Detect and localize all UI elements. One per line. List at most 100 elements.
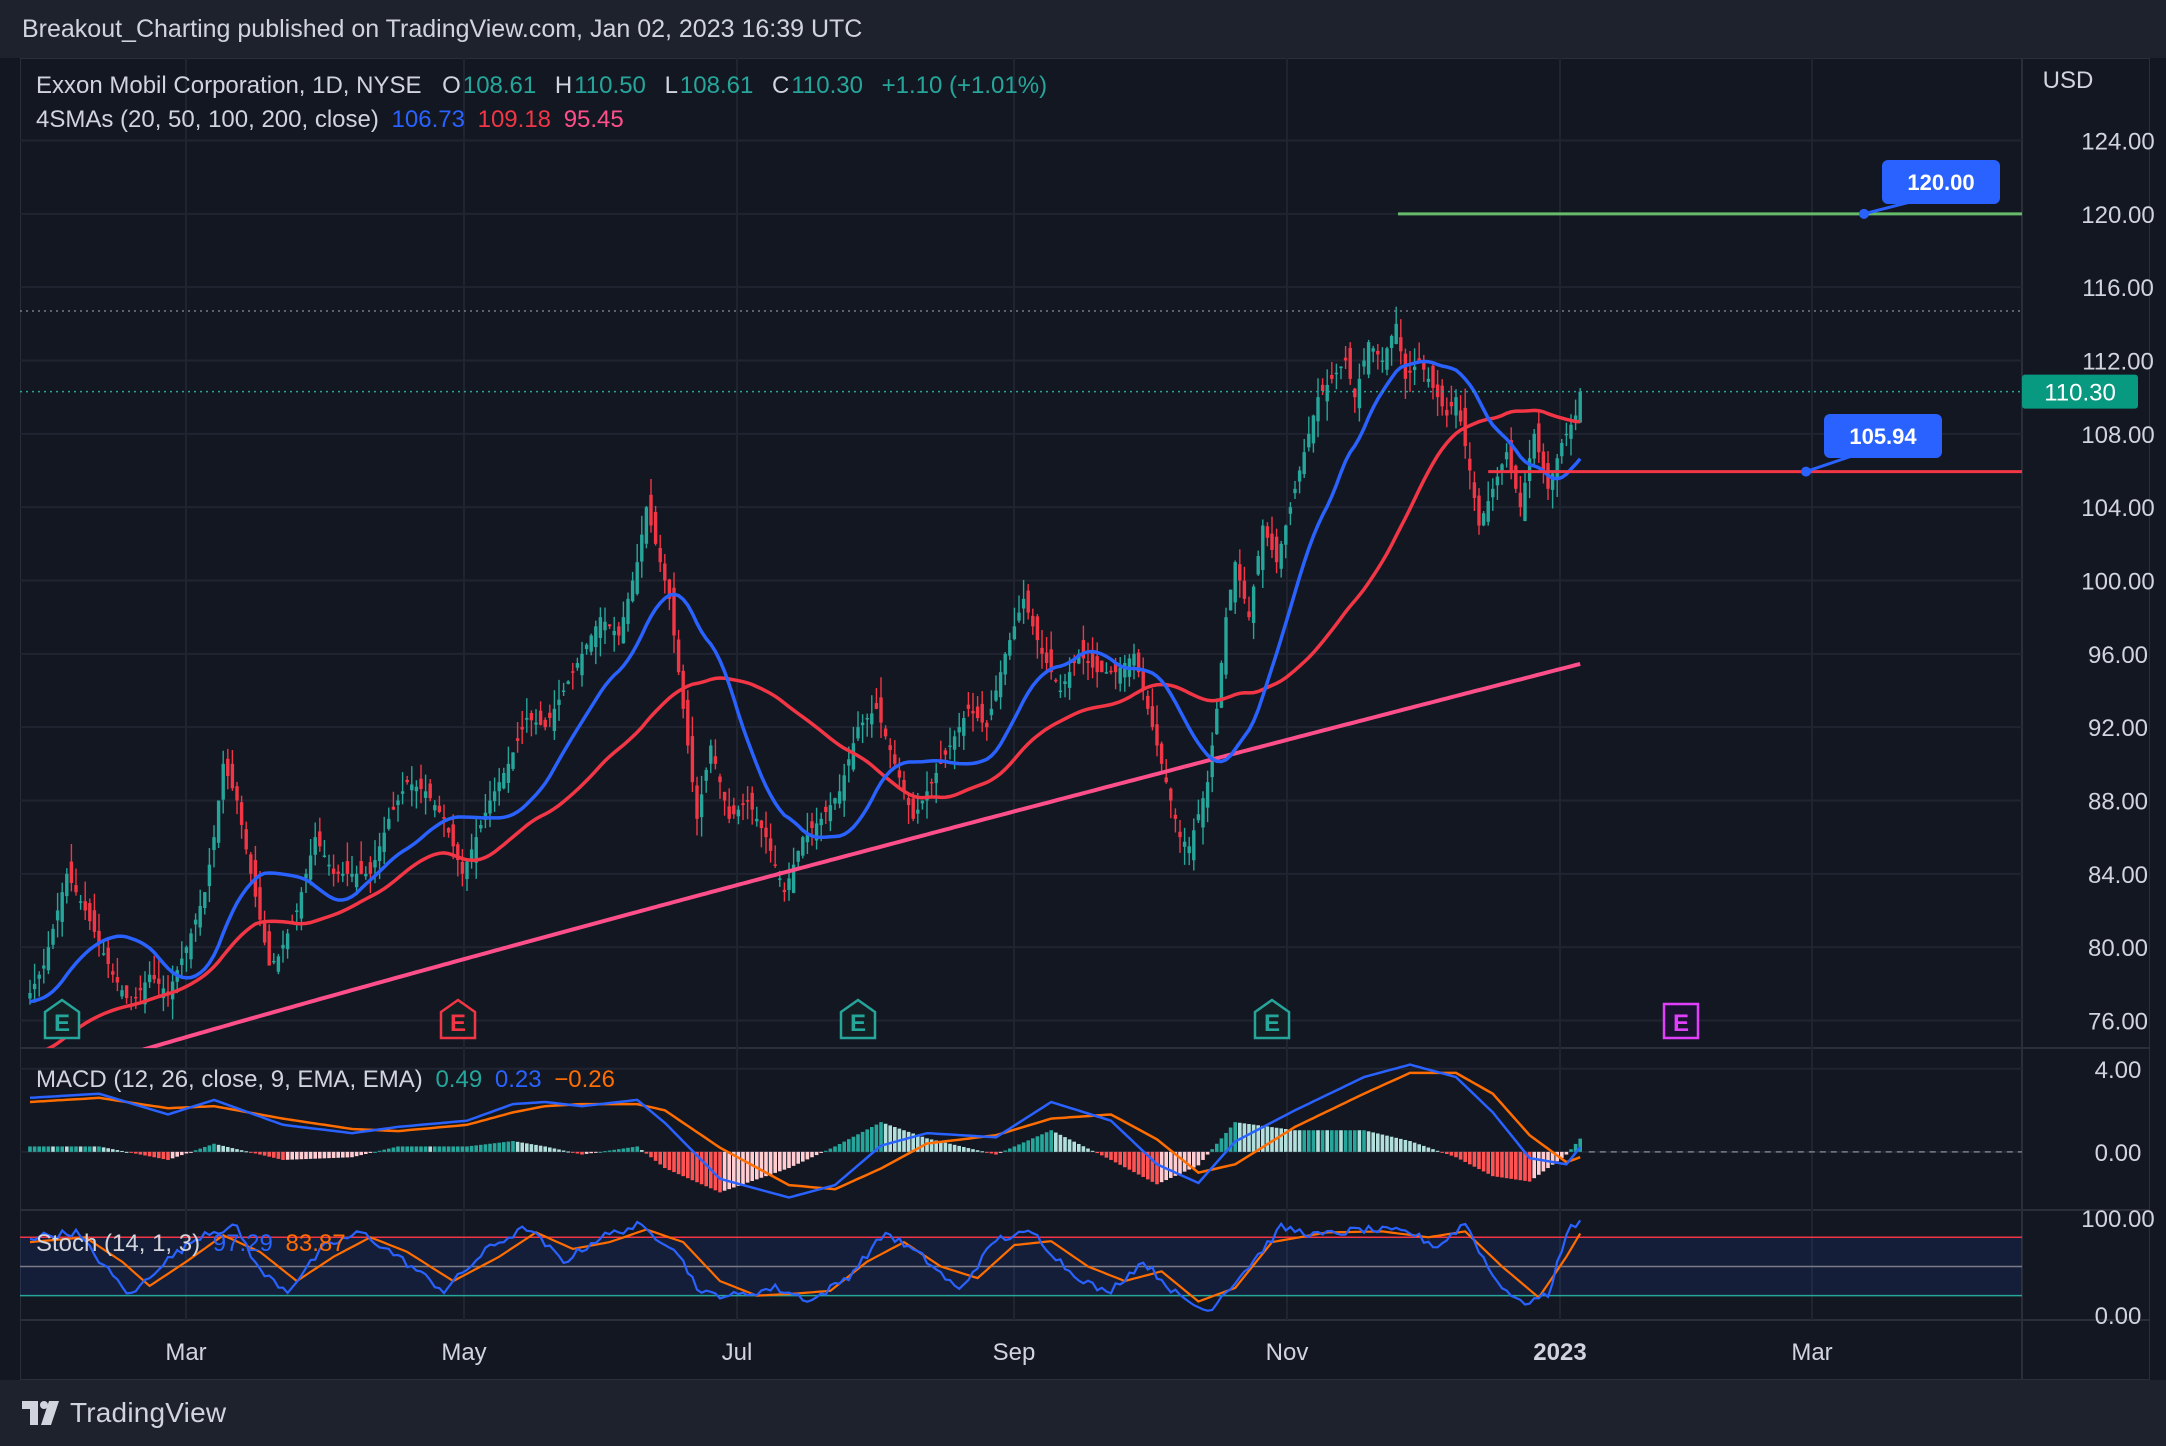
macd-histogram-bar xyxy=(989,1151,994,1154)
candle-body xyxy=(1049,649,1053,673)
stoch-tick-label: 100.00 xyxy=(2081,1206,2154,1233)
candle-body xyxy=(1173,814,1178,819)
candle-body xyxy=(138,987,143,991)
macd-histogram-bar xyxy=(405,1146,409,1152)
macd-histogram-bar xyxy=(1380,1134,1385,1152)
macd-histogram-bar xyxy=(612,1149,616,1152)
price-tick-label: 108.00 xyxy=(2081,422,2154,449)
candle-body xyxy=(83,901,87,911)
macd-histogram-bar xyxy=(713,1151,718,1191)
sma-value-1: 106.73 xyxy=(391,106,465,133)
candle-body xyxy=(1435,384,1440,398)
price-tick-label: 116.00 xyxy=(2082,275,2154,302)
macd-histogram-bar xyxy=(396,1146,400,1152)
candle-body xyxy=(285,933,290,950)
candle-body xyxy=(695,785,699,819)
candle-body xyxy=(778,878,782,880)
candle-body xyxy=(106,947,110,964)
candle-body xyxy=(626,598,630,624)
macd-histogram-bar xyxy=(561,1150,566,1152)
macd-histogram-bar xyxy=(920,1136,925,1152)
macd-histogram-bar xyxy=(262,1151,267,1156)
macd-histogram-bar xyxy=(479,1144,483,1152)
macd-histogram-bar xyxy=(387,1148,391,1152)
candle-body xyxy=(1431,365,1435,388)
macd-histogram-bar xyxy=(359,1151,363,1156)
candle-body xyxy=(336,871,340,874)
tradingview-logo[interactable]: TradingView xyxy=(22,1397,226,1429)
candle-body xyxy=(750,792,754,810)
macd-histogram-bar xyxy=(83,1146,87,1152)
macd-histogram-bar xyxy=(1334,1130,1339,1152)
macd-histogram-bar xyxy=(1366,1131,1371,1152)
earnings-marker-shape xyxy=(439,998,477,1040)
candle-body xyxy=(1500,464,1504,472)
macd-histogram-bar xyxy=(1164,1151,1168,1181)
candle-body xyxy=(865,718,869,720)
candle-body xyxy=(883,728,888,737)
macd-histogram-bar xyxy=(681,1151,685,1177)
macd-histogram-bar xyxy=(1302,1130,1306,1152)
macd-histogram-bar xyxy=(1293,1130,1297,1152)
macd-histogram-bar xyxy=(1532,1151,1536,1179)
candle-body xyxy=(1569,424,1573,439)
candle-body xyxy=(1008,640,1012,656)
candle-body xyxy=(860,722,865,726)
stoch-title: Stoch (14, 1, 3) xyxy=(36,1230,201,1257)
price-change: +1.10 (+1.01%) xyxy=(881,72,1048,99)
candle-body xyxy=(1118,667,1122,684)
macd-histogram-bar xyxy=(580,1151,584,1155)
macd-histogram-bar xyxy=(350,1151,354,1158)
macd-histogram-bar xyxy=(525,1143,529,1152)
candle-body xyxy=(235,786,239,801)
macd-histogram-bar xyxy=(272,1151,276,1158)
main-legend: Exxon Mobil Corporation, 1D, NYSE O108.6… xyxy=(36,72,1053,100)
candle-body xyxy=(1573,415,1578,422)
macd-line xyxy=(29,1063,1582,1199)
macd-histogram-bar xyxy=(755,1151,759,1180)
macd-histogram-bar xyxy=(51,1146,55,1152)
macd-histogram-bar xyxy=(60,1146,64,1152)
macd-histogram-bar xyxy=(1210,1149,1214,1152)
macd-histogram-bar xyxy=(589,1151,593,1154)
level-10594-callout-pointer xyxy=(1805,454,1853,474)
macd-histogram-bar xyxy=(391,1147,396,1152)
candle-body xyxy=(368,862,373,874)
macd-histogram-bar xyxy=(483,1144,488,1152)
macd-histogram-bar xyxy=(879,1122,883,1152)
candle-body xyxy=(1040,647,1044,654)
macd-histogram-bar xyxy=(1468,1151,1472,1165)
macd-histogram-bar xyxy=(377,1150,382,1152)
candle-body xyxy=(699,794,704,818)
macd-histogram-bar xyxy=(451,1146,455,1152)
candle-body xyxy=(810,821,814,828)
macd-histogram-bar xyxy=(1435,1150,1440,1152)
macd-histogram-bar xyxy=(331,1151,336,1158)
macd-histogram-bar xyxy=(1136,1151,1141,1175)
earnings-marker-label: E xyxy=(54,1010,70,1037)
candle-body xyxy=(456,844,460,861)
candle-body xyxy=(88,903,92,922)
macd-histogram-bar xyxy=(1228,1127,1233,1152)
candle-body xyxy=(405,779,409,783)
candle-body xyxy=(1399,337,1403,352)
candle-body xyxy=(249,854,253,874)
candle-body xyxy=(1003,653,1007,675)
candle-body xyxy=(589,635,593,652)
macd-histogram-bar xyxy=(883,1123,888,1152)
macd-histogram-bar xyxy=(865,1129,869,1152)
macd-histogram-bar xyxy=(166,1151,170,1160)
candle-body xyxy=(1472,482,1477,498)
candle-body xyxy=(584,644,589,650)
candle-body xyxy=(327,864,331,867)
candle-body xyxy=(640,534,644,562)
earnings-marker-label: E xyxy=(850,1010,866,1037)
candle-body xyxy=(120,990,124,997)
macd-histogram-bar xyxy=(980,1151,984,1153)
macd-histogram-bar xyxy=(957,1145,961,1152)
candle-body xyxy=(1495,476,1500,486)
macd-histogram-bar xyxy=(1270,1127,1274,1152)
macd-histogram-bar xyxy=(120,1150,124,1152)
macd-histogram-bar xyxy=(1518,1151,1523,1181)
